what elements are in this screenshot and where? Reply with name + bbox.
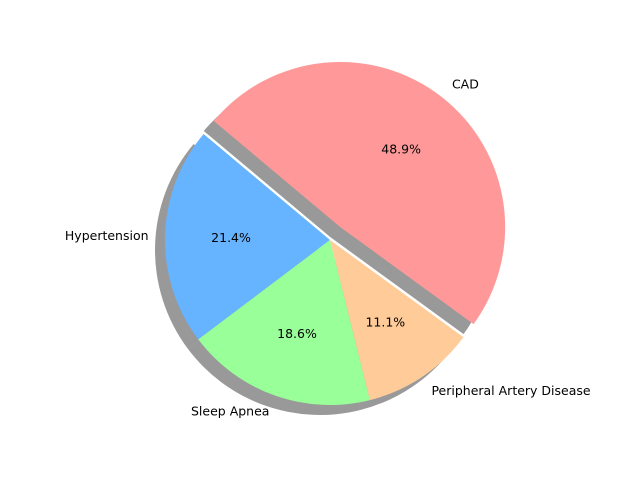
slice-label-peripheral-artery-disease: Peripheral Artery Disease <box>431 383 590 398</box>
pie-slice-peripheral-artery-disease <box>330 240 464 401</box>
slice-label-cad: CAD <box>452 77 479 92</box>
slice-label-sleep-apnea: Sleep Apnea <box>191 404 269 419</box>
slice-percent-cad: 48.9% <box>381 142 421 157</box>
slice-percent-peripheral-artery-disease: 11.1% <box>365 315 405 330</box>
slice-label-hypertension: Hypertension <box>65 228 149 243</box>
pie-slice-hypertension <box>164 133 330 340</box>
pie-slice-cad <box>213 62 506 325</box>
pie-slices <box>164 62 506 405</box>
slice-percent-hypertension: 21.4% <box>211 230 251 245</box>
pie-slice-sleep-apnea <box>198 240 370 405</box>
slice-labels: Hypertension 21.4% Sleep Apnea 18.6% Periphe… <box>65 77 591 419</box>
slice-percent-sleep-apnea: 18.6% <box>277 326 317 341</box>
